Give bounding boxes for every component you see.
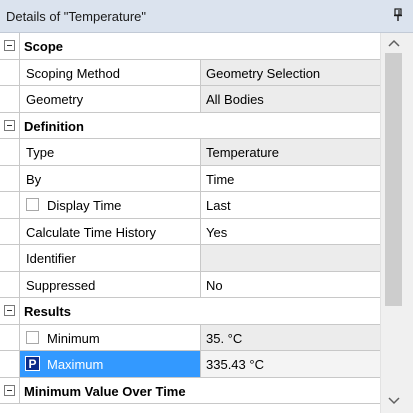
parameter-checkbox[interactable] xyxy=(26,198,39,211)
divider xyxy=(19,377,20,403)
property-value: 35. °C xyxy=(206,330,243,346)
collapse-icon[interactable] xyxy=(4,40,15,51)
property-name: Suppressed xyxy=(26,277,96,293)
parameter-checkbox[interactable] xyxy=(26,330,39,344)
row-display-time[interactable]: Display Time Last xyxy=(0,192,380,219)
property-name: Scoping Method xyxy=(26,65,120,81)
property-value: Geometry Selection xyxy=(206,65,321,81)
property-value-cell[interactable]: Geometry Selection xyxy=(201,59,380,85)
property-name: Calculate Time History xyxy=(26,224,157,240)
collapse-icon[interactable] xyxy=(4,305,15,316)
vertical-scrollbar[interactable] xyxy=(380,33,413,413)
divider xyxy=(19,33,20,59)
property-name-cell-selected: P Maximum xyxy=(19,351,201,377)
group-label: Results xyxy=(24,304,71,319)
scrollbar-thumb[interactable] xyxy=(385,53,402,306)
property-value: Yes xyxy=(206,224,228,240)
scroll-down-icon[interactable] xyxy=(386,395,402,407)
property-name: Display Time xyxy=(47,198,122,213)
group-label: Scope xyxy=(24,39,64,54)
property-name-cell: Minimum xyxy=(19,324,201,350)
group-results[interactable]: Results xyxy=(0,298,380,325)
property-name: Identifier xyxy=(26,251,76,266)
property-name-cell: Type xyxy=(19,139,201,165)
property-value-cell[interactable]: Last xyxy=(201,192,380,218)
collapse-icon[interactable] xyxy=(4,384,15,396)
parameter-p-icon[interactable]: P xyxy=(25,356,40,371)
property-value: Temperature xyxy=(206,145,279,160)
collapse-icon[interactable] xyxy=(4,119,15,131)
property-name-cell: Identifier xyxy=(19,245,201,271)
property-value-cell[interactable]: Time xyxy=(201,166,380,192)
row-maximum[interactable]: P Maximum 335.43 °C xyxy=(0,351,380,378)
row-by[interactable]: By Time xyxy=(0,165,380,192)
row-type[interactable]: Type Temperature xyxy=(0,139,380,166)
property-name: By xyxy=(26,171,42,187)
pin-icon[interactable] xyxy=(393,8,403,22)
property-value: All Bodies xyxy=(206,92,264,107)
property-value-cell[interactable]: No xyxy=(201,272,380,298)
divider xyxy=(19,298,20,324)
property-value-cell[interactable]: 35. °C xyxy=(201,324,380,350)
property-value-cell[interactable]: Yes xyxy=(201,219,380,245)
property-value-cell[interactable]: Temperature xyxy=(201,139,380,165)
group-label: Minimum Value Over Time xyxy=(24,383,186,399)
property-name-cell: Display Time xyxy=(19,192,201,218)
property-value: Last xyxy=(206,198,231,213)
property-name-cell: Geometry xyxy=(19,86,201,112)
property-name: Type xyxy=(26,145,55,160)
panel-titlebar: Details of "Temperature" xyxy=(0,0,413,33)
details-grid: Scope Scoping Method Geometry Selection … xyxy=(0,33,380,413)
group-label: Definition xyxy=(24,118,84,134)
property-value: Time xyxy=(206,171,235,187)
property-name-cell: Scoping Method xyxy=(19,59,201,85)
property-value-cell[interactable]: 335.43 °C xyxy=(201,351,380,377)
group-minimum-value-over-time[interactable]: Minimum Value Over Time xyxy=(0,377,380,404)
row-suppressed[interactable]: Suppressed No xyxy=(0,271,380,298)
property-name: Geometry xyxy=(26,92,84,107)
property-name-cell: Suppressed xyxy=(19,271,201,297)
row-minimum[interactable]: Minimum 35. °C xyxy=(0,324,380,351)
property-name-cell: By xyxy=(19,165,201,191)
property-value-cell[interactable]: All Bodies xyxy=(201,86,380,112)
property-value-cell[interactable] xyxy=(201,245,380,271)
property-name: Minimum xyxy=(47,330,100,346)
scroll-up-icon[interactable] xyxy=(386,37,402,49)
group-definition[interactable]: Definition xyxy=(0,112,380,139)
panel-title: Details of "Temperature" xyxy=(6,9,147,24)
property-value: 335.43 °C xyxy=(206,357,264,372)
group-scope[interactable]: Scope xyxy=(0,33,380,60)
row-calculate-time-history[interactable]: Calculate Time History Yes xyxy=(0,218,380,245)
row-identifier[interactable]: Identifier xyxy=(0,245,380,272)
row-scoping-method[interactable]: Scoping Method Geometry Selection xyxy=(0,59,380,86)
row-geometry[interactable]: Geometry All Bodies xyxy=(0,86,380,113)
divider xyxy=(19,112,20,138)
property-name-cell: Calculate Time History xyxy=(19,218,201,244)
property-value: No xyxy=(206,277,223,293)
property-name: Maximum xyxy=(47,357,104,372)
